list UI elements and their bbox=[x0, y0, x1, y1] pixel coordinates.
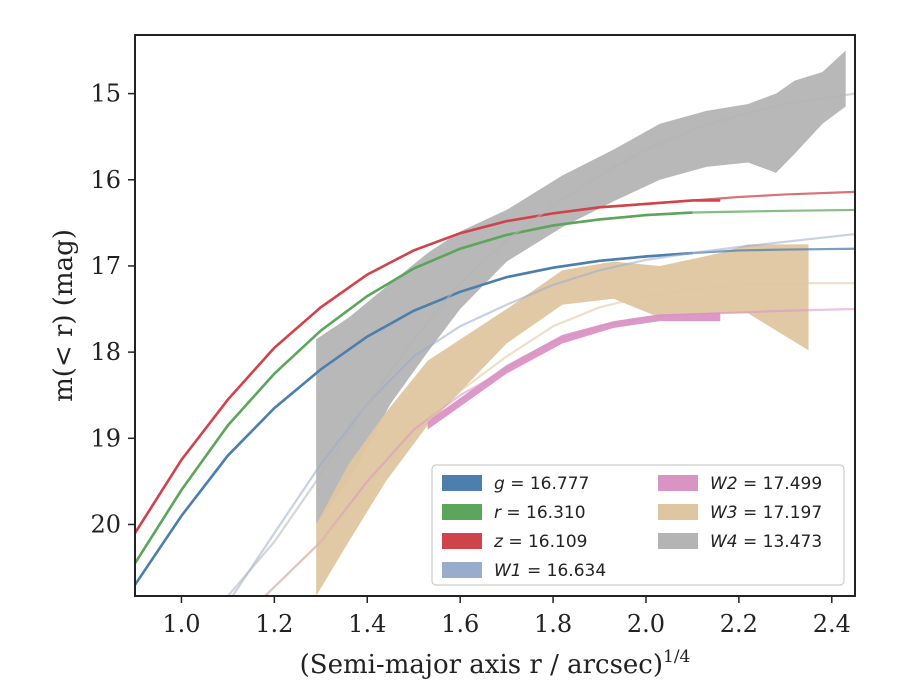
legend-label-w4: W4 = 13.473 bbox=[710, 532, 822, 552]
legend-var-r: r bbox=[494, 503, 502, 523]
y-axis-label: m(< r) (mag) bbox=[49, 229, 79, 402]
legend-swatch-z bbox=[442, 533, 482, 549]
x-tick-label: 1.8 bbox=[534, 610, 572, 638]
legend-swatch-w3 bbox=[658, 504, 698, 520]
series-lines bbox=[135, 92, 855, 596]
legend-swatch-g bbox=[442, 475, 482, 491]
series-line-g bbox=[135, 251, 693, 586]
x-tick-label: 2.2 bbox=[720, 610, 758, 638]
legend-box bbox=[431, 464, 845, 586]
legend-var-w1: W1 bbox=[494, 561, 522, 581]
legend-value-g: = 16.777 bbox=[505, 474, 590, 494]
y-tick-label: 16 bbox=[90, 166, 121, 194]
series-line-z bbox=[135, 199, 721, 534]
series-line-w2-model bbox=[264, 307, 855, 596]
x-tick-label: 1.4 bbox=[348, 610, 386, 638]
legend-label-w2: W2 = 17.499 bbox=[710, 474, 822, 494]
legend-label-w1: W1 = 16.634 bbox=[494, 561, 606, 581]
x-axis-label: (Semi-major axis r / arcsec)1/4 bbox=[300, 647, 691, 680]
x-tick-label: 1.0 bbox=[162, 610, 200, 638]
legend-value-w1: = 16.634 bbox=[522, 561, 607, 581]
x-axis-label-superscript: 1/4 bbox=[663, 647, 690, 667]
x-tick-label: 2.0 bbox=[627, 610, 665, 638]
legend-value-r: = 16.310 bbox=[501, 503, 586, 523]
legend-swatch-w1 bbox=[442, 562, 482, 578]
series-line-w3-model bbox=[264, 282, 855, 596]
legend-value-w3: = 17.197 bbox=[738, 503, 823, 523]
series-line-r bbox=[135, 211, 693, 564]
legend-var-w3: W3 bbox=[710, 503, 738, 523]
y-tick-label: 18 bbox=[90, 338, 121, 366]
series-line-w4-model bbox=[227, 92, 855, 596]
y-axis: 15 16 17 18 19 20 bbox=[90, 80, 135, 538]
legend-var-z: z bbox=[493, 532, 504, 552]
y-tick-label: 20 bbox=[90, 510, 121, 538]
legend-label-z: z = 16.109 bbox=[493, 532, 587, 552]
legend-value-w2: = 17.499 bbox=[738, 474, 823, 494]
legend-value-w4: = 13.473 bbox=[738, 532, 823, 552]
legend-swatch-w4 bbox=[658, 533, 698, 549]
legend-var-w2: W2 bbox=[710, 474, 738, 494]
legend-value-z: = 16.109 bbox=[503, 532, 588, 552]
legend-label-r: r = 16.310 bbox=[494, 503, 586, 523]
y-tick-label: 19 bbox=[90, 424, 121, 452]
legend-label-g: g = 16.777 bbox=[494, 474, 589, 494]
legend-var-g: g bbox=[494, 474, 505, 494]
x-tick-label: 1.6 bbox=[441, 610, 479, 638]
x-axis: 1.0 1.2 1.4 1.6 1.8 2.0 2.2 2.4 bbox=[162, 596, 851, 638]
legend-swatch-w2 bbox=[658, 475, 698, 491]
legend-swatch-r bbox=[442, 504, 482, 520]
x-tick-label: 1.2 bbox=[255, 610, 293, 638]
band-w3 bbox=[316, 244, 809, 596]
x-axis-label-main: (Semi-major axis r / arcsec) bbox=[300, 650, 663, 680]
y-tick-label: 17 bbox=[90, 252, 121, 280]
legend-var-w4: W4 bbox=[710, 532, 738, 552]
plot-frame bbox=[134, 34, 856, 597]
band-w4 bbox=[316, 50, 846, 525]
legend-label-w3: W3 = 17.197 bbox=[710, 503, 822, 523]
x-tick-label: 2.4 bbox=[813, 610, 851, 638]
series-line-w1-model bbox=[231, 232, 855, 596]
y-tick-label: 15 bbox=[90, 80, 121, 108]
